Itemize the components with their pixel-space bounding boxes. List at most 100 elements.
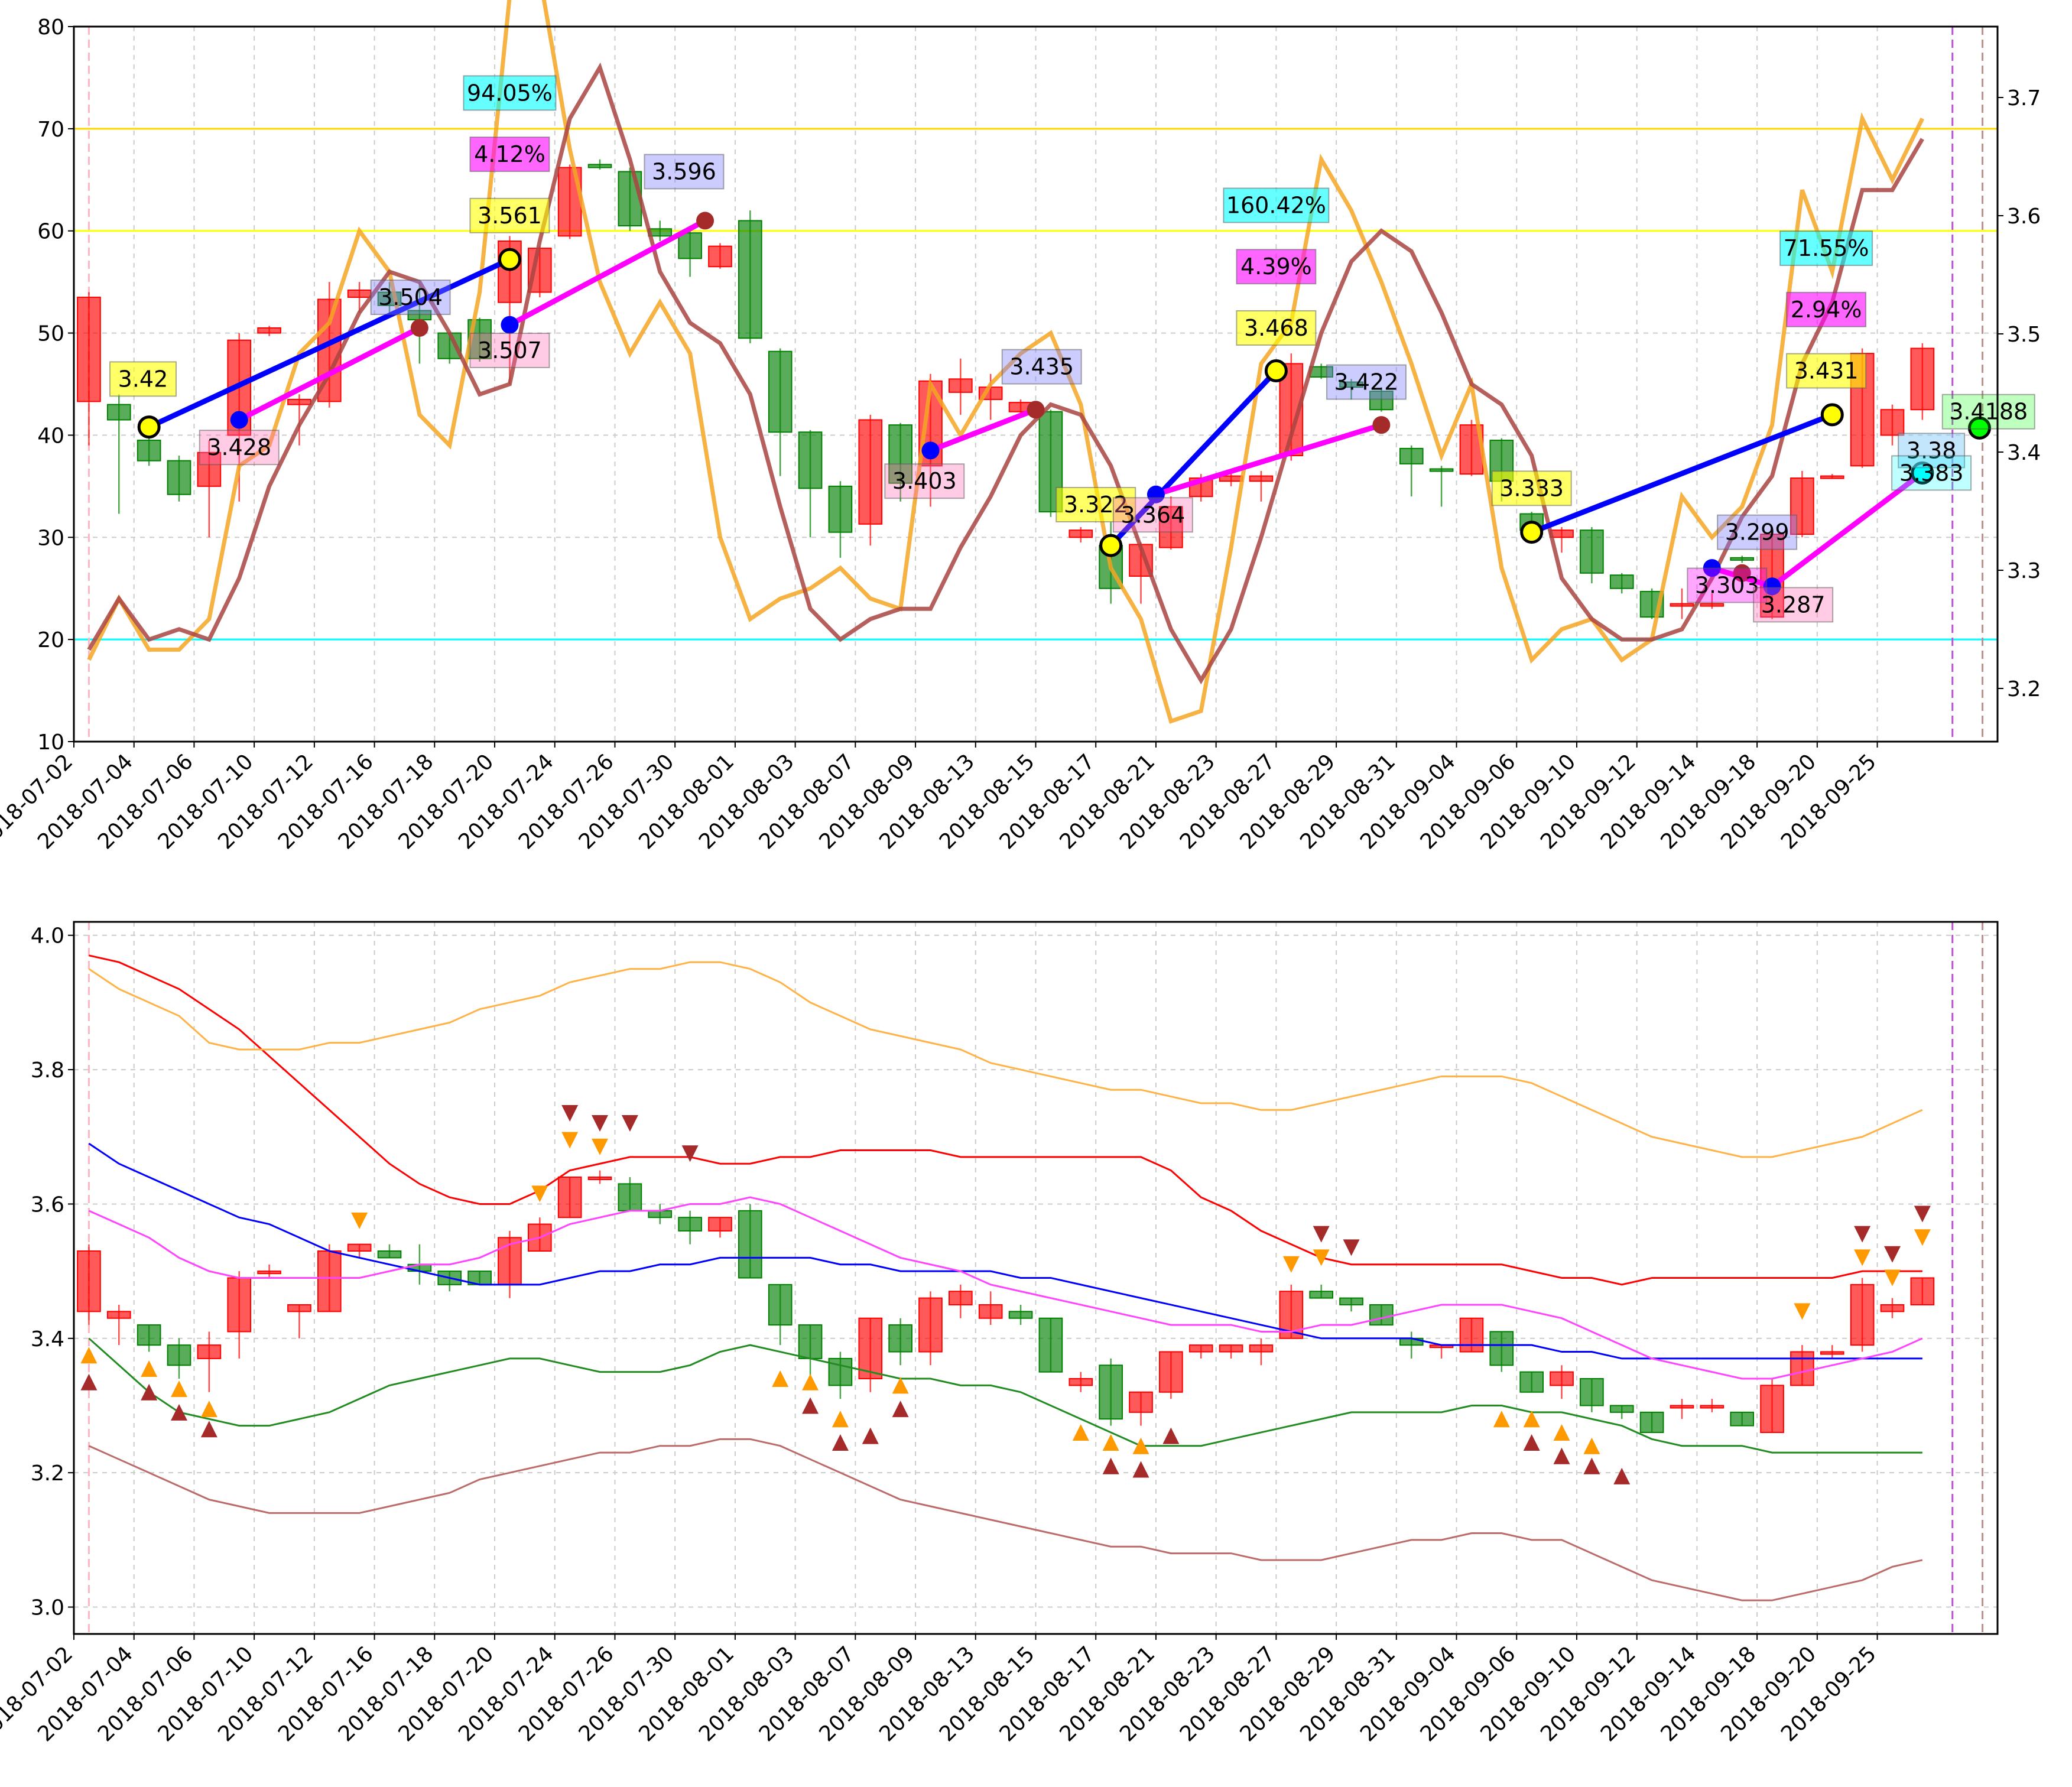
annotation: 3.431 (1786, 353, 1867, 389)
point-marker (921, 441, 940, 460)
y-tick-label: 4.0 (31, 924, 64, 948)
annotation-box (109, 361, 177, 397)
annotation-label: 3.468 (1244, 315, 1308, 341)
candle-body (1429, 468, 1454, 472)
candle-body (1730, 557, 1755, 561)
annotation: 3.333 (1491, 470, 1572, 506)
candle-body (1008, 1311, 1033, 1319)
point-marker (1520, 521, 1544, 544)
annotation-label: 3.287 (1761, 592, 1826, 618)
candle-body (1339, 1297, 1363, 1305)
candle-body (1700, 1405, 1724, 1409)
candle-body (888, 424, 912, 484)
annotation-box (1236, 249, 1317, 285)
annotation: 94.05% (463, 75, 557, 111)
signal-triangle (80, 1347, 98, 1364)
candle-body (949, 1291, 973, 1305)
annotation: 4.12% (469, 137, 550, 173)
signal-triangle (1132, 1437, 1149, 1454)
annotation-box (370, 280, 451, 316)
y-tick-label-right: 3.7 (2007, 86, 2041, 111)
annotation-box (1891, 455, 1972, 491)
candle-body (1760, 1385, 1784, 1433)
signal-triangle (1583, 1437, 1600, 1454)
candle-body (1639, 1411, 1664, 1433)
trend-segment (1108, 368, 1279, 548)
annotation-label: 3.38 (1907, 437, 1957, 463)
candle-body (1820, 1351, 1844, 1355)
indicator-line (88, 1196, 1923, 1380)
signal-triangle (1914, 1206, 1931, 1223)
annotation-box (1941, 394, 2035, 430)
candle-body (1609, 1405, 1634, 1413)
y-tick-label-right: 3.2 (2007, 677, 2041, 701)
trend-segment (1529, 412, 1835, 535)
indicator-line (87, 0, 1924, 724)
signal-triangle (141, 1383, 158, 1401)
candles (77, 1170, 1935, 1433)
annotation-box (1056, 486, 1136, 522)
indicator-line (88, 1142, 1922, 1360)
candle-body (77, 1250, 101, 1312)
candle-body (1580, 1378, 1604, 1406)
candle-body (1129, 1391, 1153, 1413)
point-marker (1820, 403, 1844, 427)
annotation-box (469, 332, 550, 368)
annotation: 4.39% (1236, 249, 1317, 285)
annotation-label: 3.383 (1899, 460, 1964, 486)
point-marker (696, 212, 715, 230)
annotation-box (1236, 310, 1317, 346)
signal-triangle (171, 1403, 188, 1421)
annotation-box (199, 430, 280, 466)
annotation-box (1001, 349, 1082, 385)
candle-body (1550, 1371, 1574, 1386)
candle-body (1069, 529, 1093, 538)
signal-triangle (1613, 1467, 1631, 1484)
y-tick-label: 80 (37, 15, 64, 40)
y-tick-label: 40 (37, 424, 64, 448)
candle-body (1760, 534, 1784, 618)
candle-body (1850, 1284, 1875, 1346)
signal-triangle (1794, 1303, 1811, 1320)
candle-body (1609, 574, 1634, 589)
candle-body (1339, 381, 1363, 388)
candle-body (287, 1304, 311, 1312)
indicator-line (88, 1438, 1923, 1601)
point-marker (1147, 485, 1165, 503)
point-marker (1763, 577, 1781, 596)
point-marker (1099, 534, 1123, 557)
y-tick-label: 30 (37, 526, 64, 550)
signal-triangle (1282, 1256, 1300, 1273)
candle-body (1219, 1344, 1243, 1353)
signal-triangle (141, 1360, 158, 1377)
annotation: 3.42 (109, 361, 177, 397)
point-marker (137, 415, 161, 439)
point-marker (498, 248, 521, 271)
annotation-label: 3.303 (1695, 573, 1759, 599)
signal-triangle (1313, 1226, 1330, 1243)
y-tick-label: 70 (37, 118, 64, 142)
annotation: 3.364 (1112, 497, 1193, 533)
annotation-box (1717, 514, 1798, 550)
annotation: 3.4188 (1941, 394, 2035, 430)
point-marker (501, 316, 519, 334)
signal-triangle (80, 1373, 98, 1390)
annotation-box (1786, 291, 1867, 327)
annotation-box (1753, 587, 1834, 623)
signal-triangle (1583, 1457, 1600, 1474)
annotation: 3.507 (469, 332, 550, 368)
annotation-label: 4.12% (474, 141, 545, 167)
annotation-label: 3.4188 (1949, 399, 2028, 425)
y-tick-label: 3.2 (31, 1461, 64, 1486)
candle-body (708, 1217, 732, 1232)
signal-triangle (772, 1370, 789, 1388)
candle-body (1069, 1378, 1093, 1386)
candle-body (167, 460, 191, 495)
candle-body (1249, 1344, 1274, 1353)
candle-body (648, 1210, 673, 1219)
signal-triangle (832, 1434, 849, 1451)
candle-body (1188, 1344, 1213, 1353)
annotation: 3.299 (1717, 514, 1798, 550)
indicator-line (87, 62, 1924, 685)
candle-body (1820, 475, 1844, 479)
